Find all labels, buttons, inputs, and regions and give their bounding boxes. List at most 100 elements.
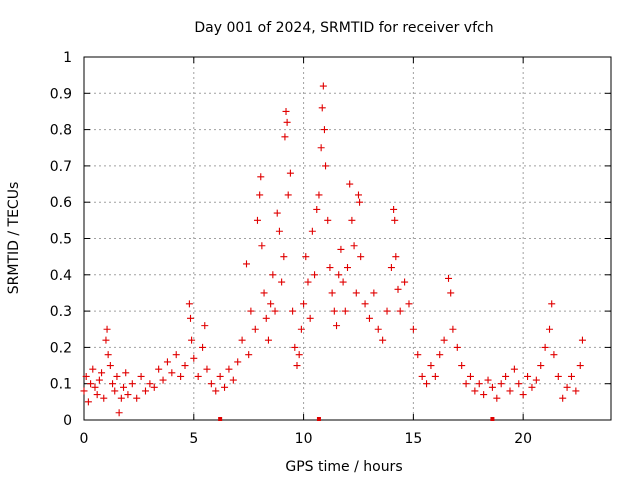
zero-value-marker (490, 417, 495, 421)
data-point (128, 380, 136, 388)
data-point (104, 351, 112, 359)
data-point (320, 126, 328, 134)
x-tick-label: 5 (189, 431, 198, 447)
data-point (257, 173, 265, 181)
data-point (280, 253, 288, 261)
data-point (190, 354, 198, 362)
data-point (194, 372, 202, 380)
data-point (308, 227, 316, 235)
data-point (391, 216, 399, 224)
data-point (247, 307, 255, 315)
data-point (163, 358, 171, 366)
data-point (256, 191, 264, 199)
data-point (306, 314, 314, 322)
data-point (168, 369, 176, 377)
data-point (264, 336, 272, 344)
data-point (506, 387, 514, 395)
data-point (260, 289, 268, 297)
data-point (106, 362, 114, 370)
y-tick-label: 0.3 (50, 304, 72, 320)
data-point (311, 271, 319, 279)
data-point (291, 343, 299, 351)
data-point (447, 289, 455, 297)
data-point (328, 289, 336, 297)
data-point (532, 376, 540, 384)
data-point (295, 351, 303, 359)
data-point (109, 380, 117, 388)
data-point (275, 227, 283, 235)
data-point (471, 387, 479, 395)
data-point (80, 387, 88, 395)
data-point (273, 209, 281, 217)
data-point (458, 362, 466, 370)
data-point (374, 325, 382, 333)
x-axis-label: GPS time / hours (285, 459, 402, 475)
data-point (550, 351, 558, 359)
data-point (462, 380, 470, 388)
data-point (333, 322, 341, 330)
data-point (122, 369, 130, 377)
data-point (341, 307, 349, 315)
data-point (258, 242, 266, 250)
data-point (238, 336, 246, 344)
data-point (493, 394, 501, 402)
data-point (87, 380, 95, 388)
data-point (348, 216, 356, 224)
data-point (449, 325, 457, 333)
data-point (313, 205, 321, 213)
data-point (242, 260, 250, 268)
y-tick-labels: 0 0.1 0.2 0.3 0.4 0.5 0.6 0.7 0.8 0.9 1 (50, 50, 72, 429)
y-tick-label: 1 (63, 50, 72, 66)
data-point (379, 336, 387, 344)
data-point (281, 133, 289, 141)
data-point (207, 380, 215, 388)
data-point (346, 180, 354, 188)
data-point (133, 394, 141, 402)
data-point (528, 383, 536, 391)
data-point (282, 107, 290, 115)
data-point (335, 271, 343, 279)
data-point (146, 380, 154, 388)
x-tick-label: 0 (80, 431, 89, 447)
data-point (302, 253, 310, 261)
data-point (488, 383, 496, 391)
data-point (234, 358, 242, 366)
data-point (300, 300, 308, 308)
data-point (519, 391, 527, 399)
data-point (401, 278, 409, 286)
data-point (89, 365, 97, 373)
data-point (515, 380, 523, 388)
data-point (150, 383, 158, 391)
data-point (548, 300, 556, 308)
y-tick-label: 0.4 (50, 268, 72, 284)
data-point (563, 383, 571, 391)
y-tick-label: 0.5 (50, 232, 72, 248)
data-point (283, 118, 291, 126)
data-point (475, 380, 483, 388)
data-point (502, 372, 510, 380)
data-point (414, 351, 422, 359)
data-point (445, 274, 453, 282)
data-point (339, 278, 347, 286)
data-point (212, 387, 220, 395)
data-point (186, 314, 194, 322)
data-point (356, 198, 364, 206)
data-point (418, 372, 426, 380)
data-point (188, 336, 196, 344)
data-point (317, 144, 325, 152)
y-tick-label: 0.2 (50, 340, 72, 356)
data-points (80, 82, 586, 421)
data-point (330, 307, 338, 315)
data-point (159, 376, 167, 384)
data-point (357, 253, 365, 261)
data-point (177, 372, 185, 380)
data-point (537, 362, 545, 370)
data-point (201, 322, 209, 330)
data-point (394, 285, 402, 293)
x-tick-label: 15 (404, 431, 422, 447)
data-point (304, 278, 312, 286)
data-point (326, 264, 334, 272)
data-point (541, 343, 549, 351)
data-point (253, 216, 261, 224)
